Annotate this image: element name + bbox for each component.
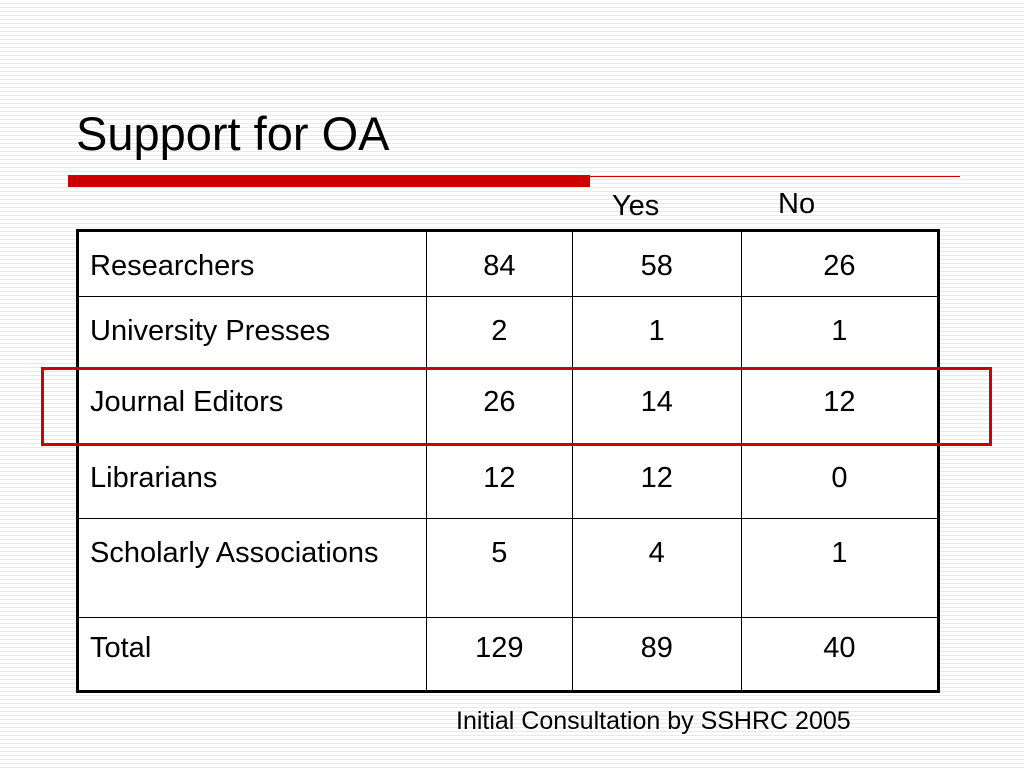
- title-underline-rule: [590, 176, 960, 177]
- row-label: Scholarly Associations: [76, 518, 428, 618]
- row-yes: 4: [571, 518, 742, 618]
- row-no: 1: [740, 296, 940, 368]
- row-label: Total: [76, 617, 428, 692]
- row-no: 1: [740, 518, 940, 618]
- table-row-librarians: Librarians 12 12 0: [76, 443, 940, 519]
- column-header-yes: Yes: [612, 190, 660, 222]
- row-total: 5: [426, 518, 573, 618]
- row-yes: 1: [571, 296, 742, 368]
- row-total: 2: [426, 296, 573, 368]
- title-underline-bar: [68, 175, 590, 187]
- row-yes: 14: [571, 367, 742, 444]
- row-label: Librarians: [76, 443, 428, 519]
- column-header-no: No: [778, 188, 816, 220]
- row-yes: 89: [571, 617, 742, 692]
- support-table: Researchers 84 58 26 University Presses …: [76, 229, 940, 693]
- row-no: 26: [740, 230, 940, 297]
- table-row-total: Total 129 89 40: [76, 617, 940, 692]
- row-label: Researchers: [76, 230, 428, 297]
- row-no: 0: [740, 443, 940, 519]
- row-yes: 58: [571, 230, 742, 297]
- table-row-scholarly-associations: Scholarly Associations 5 4 1: [76, 518, 940, 618]
- slide-title: Support for OA: [76, 107, 390, 160]
- row-label: Journal Editors: [76, 367, 428, 444]
- row-yes: 12: [571, 443, 742, 519]
- table-row-university-presses: University Presses 2 1 1: [76, 296, 940, 368]
- row-total: 26: [426, 367, 573, 444]
- source-note: Initial Consultation by SSHRC 2005: [456, 707, 851, 735]
- row-total: 84: [426, 230, 573, 297]
- journal-editors-highlight-box: [41, 367, 992, 446]
- row-total: 12: [426, 443, 573, 519]
- row-total: 129: [426, 617, 573, 692]
- row-label: University Presses: [76, 296, 428, 368]
- table-row-researchers: Researchers 84 58 26: [76, 230, 940, 297]
- row-no: 40: [740, 617, 940, 692]
